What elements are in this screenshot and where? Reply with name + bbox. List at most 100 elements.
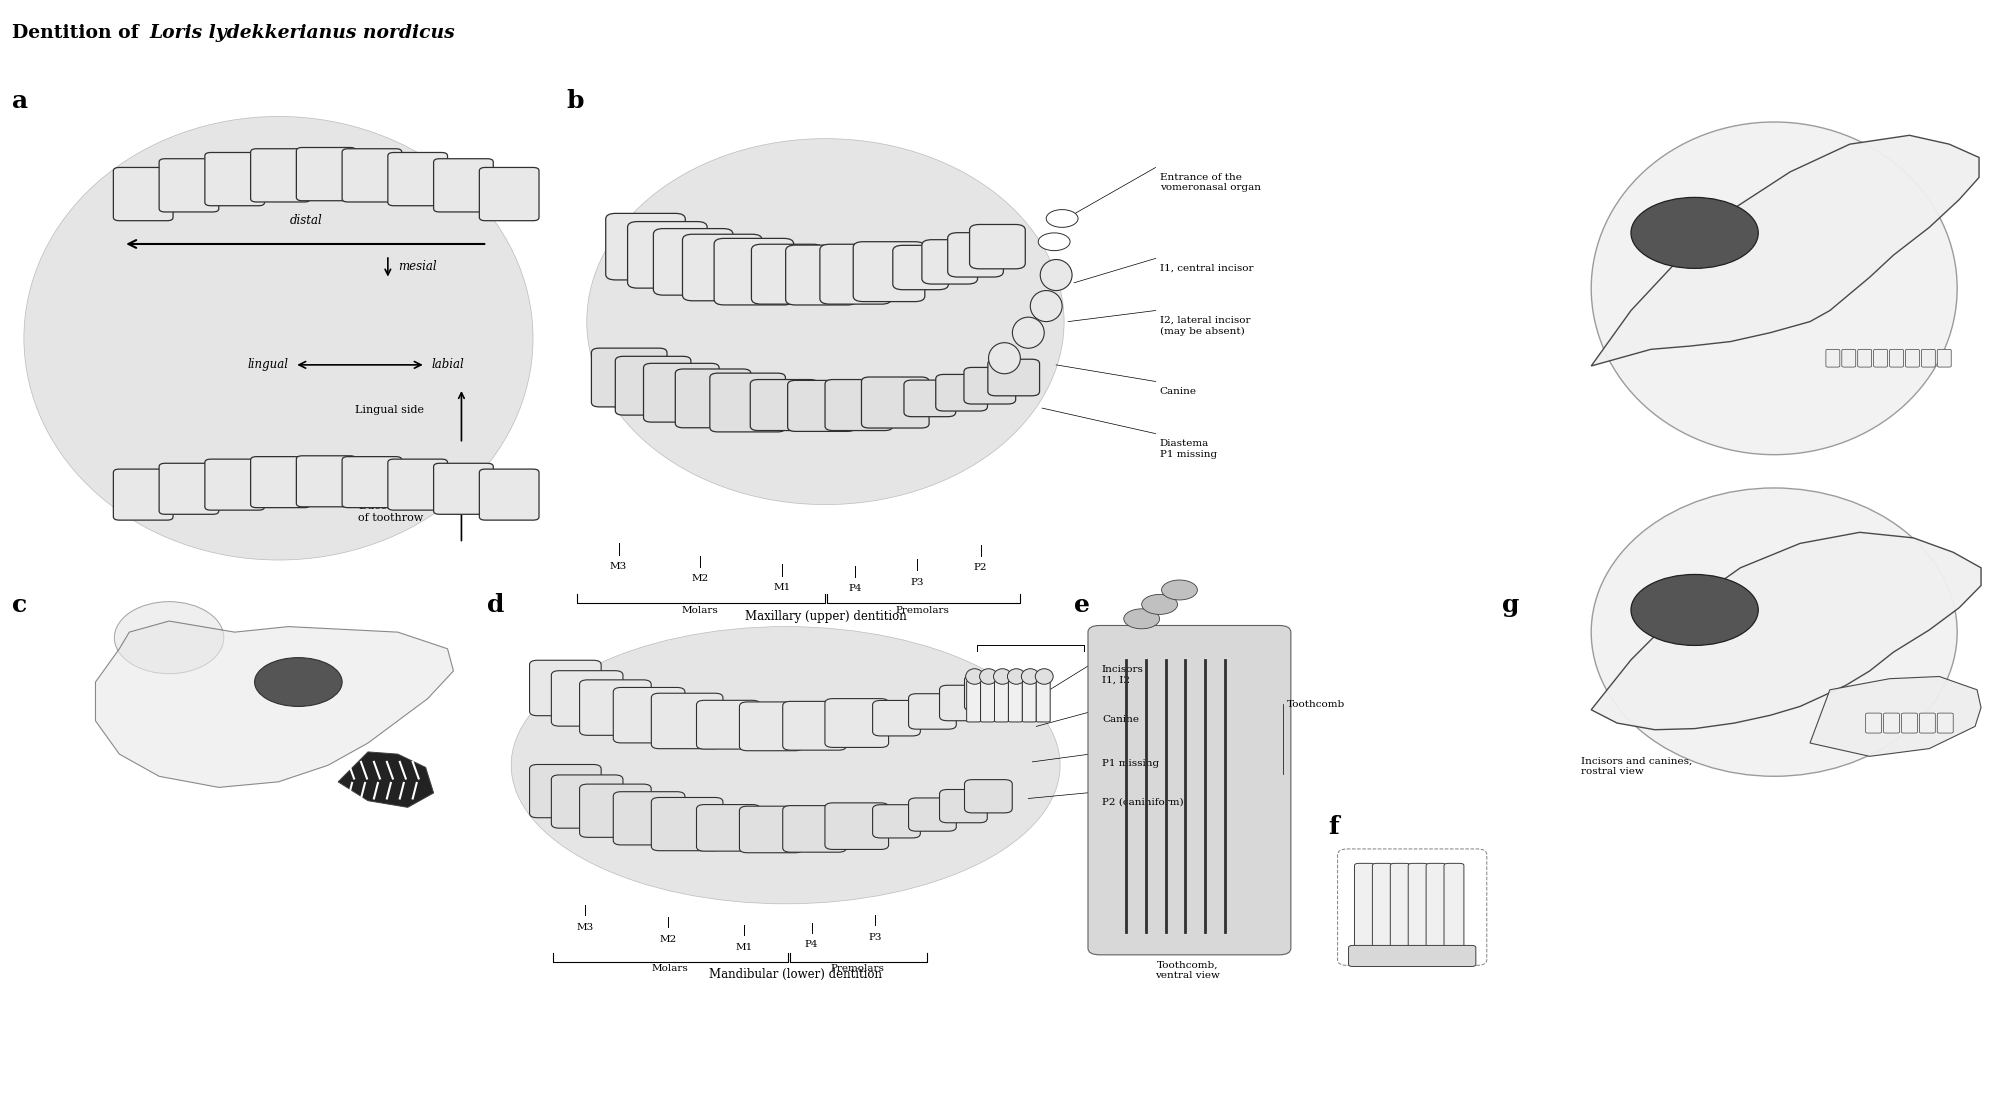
Ellipse shape [1006, 669, 1026, 684]
FancyBboxPatch shape [696, 804, 760, 851]
FancyBboxPatch shape [479, 469, 539, 520]
Ellipse shape [1591, 122, 1957, 455]
FancyBboxPatch shape [551, 775, 623, 828]
FancyBboxPatch shape [342, 149, 402, 202]
FancyBboxPatch shape [903, 380, 955, 417]
FancyBboxPatch shape [676, 369, 752, 428]
Text: P1 missing: P1 missing [1102, 759, 1160, 767]
Text: Incisors and canines,
rostral view: Incisors and canines, rostral view [1581, 756, 1693, 775]
Circle shape [1124, 609, 1160, 629]
FancyBboxPatch shape [1884, 713, 1899, 733]
FancyBboxPatch shape [1890, 349, 1903, 367]
Text: P2: P2 [975, 563, 987, 572]
FancyBboxPatch shape [296, 147, 356, 201]
FancyBboxPatch shape [1866, 713, 1882, 733]
FancyBboxPatch shape [551, 671, 623, 726]
Text: P3: P3 [911, 578, 923, 587]
FancyBboxPatch shape [909, 798, 957, 832]
FancyBboxPatch shape [1355, 864, 1374, 950]
Polygon shape [1591, 532, 1981, 730]
Text: f: f [1329, 815, 1339, 840]
Ellipse shape [965, 669, 983, 684]
Text: P4: P4 [849, 584, 861, 593]
FancyBboxPatch shape [1444, 864, 1464, 950]
FancyBboxPatch shape [251, 457, 310, 508]
Polygon shape [1591, 135, 1979, 366]
Text: d: d [487, 593, 505, 618]
FancyBboxPatch shape [1937, 713, 1953, 733]
Polygon shape [338, 752, 434, 807]
FancyBboxPatch shape [529, 660, 601, 715]
Text: Premolars: Premolars [895, 606, 951, 614]
FancyBboxPatch shape [205, 152, 265, 206]
FancyBboxPatch shape [784, 805, 847, 852]
Ellipse shape [1022, 669, 1038, 684]
Text: Maxillary (upper) dentition: Maxillary (upper) dentition [744, 610, 907, 623]
Text: a: a [12, 89, 28, 113]
Circle shape [1038, 233, 1070, 251]
Text: Dentition of: Dentition of [12, 24, 145, 42]
Text: b: b [567, 89, 585, 113]
FancyBboxPatch shape [921, 240, 977, 284]
FancyBboxPatch shape [629, 222, 708, 288]
FancyBboxPatch shape [654, 228, 734, 295]
FancyBboxPatch shape [1858, 349, 1872, 367]
Circle shape [1162, 580, 1197, 600]
Text: lingual: lingual [247, 358, 288, 372]
Text: Buccal side
of toothrow: Buccal side of toothrow [358, 501, 424, 522]
Text: g: g [1502, 593, 1520, 618]
FancyBboxPatch shape [613, 792, 684, 845]
FancyBboxPatch shape [939, 685, 987, 721]
FancyBboxPatch shape [967, 681, 981, 722]
FancyBboxPatch shape [989, 359, 1040, 396]
Ellipse shape [1012, 317, 1044, 348]
FancyBboxPatch shape [750, 379, 817, 430]
FancyBboxPatch shape [825, 803, 889, 849]
FancyBboxPatch shape [251, 149, 310, 202]
FancyBboxPatch shape [710, 373, 786, 431]
FancyBboxPatch shape [579, 784, 650, 837]
FancyBboxPatch shape [939, 790, 987, 823]
Circle shape [1631, 574, 1758, 645]
FancyBboxPatch shape [1842, 349, 1856, 367]
Text: M2: M2 [692, 574, 708, 583]
FancyBboxPatch shape [1426, 864, 1446, 950]
Ellipse shape [1036, 669, 1054, 684]
FancyBboxPatch shape [819, 244, 891, 304]
FancyBboxPatch shape [994, 681, 1008, 722]
Circle shape [1631, 197, 1758, 268]
Text: M2: M2 [660, 935, 676, 944]
Text: Molars: Molars [652, 964, 688, 973]
FancyBboxPatch shape [434, 159, 493, 212]
FancyBboxPatch shape [650, 693, 722, 749]
Text: P2 (caniniform): P2 (caniniform) [1102, 797, 1183, 806]
FancyBboxPatch shape [981, 681, 994, 722]
FancyBboxPatch shape [434, 464, 493, 515]
FancyBboxPatch shape [205, 459, 265, 510]
Ellipse shape [115, 601, 225, 674]
Text: Diastema
P1 missing: Diastema P1 missing [1160, 439, 1217, 458]
FancyBboxPatch shape [1408, 864, 1428, 950]
FancyBboxPatch shape [825, 699, 889, 747]
Text: P3: P3 [869, 933, 881, 942]
FancyBboxPatch shape [1874, 349, 1888, 367]
FancyBboxPatch shape [650, 797, 722, 851]
Text: Toothcomb,
ventral view: Toothcomb, ventral view [1156, 960, 1219, 979]
Ellipse shape [24, 116, 533, 560]
FancyBboxPatch shape [479, 167, 539, 221]
Text: I2, lateral incisor
(may be absent): I2, lateral incisor (may be absent) [1160, 316, 1251, 336]
FancyBboxPatch shape [1349, 945, 1476, 966]
FancyBboxPatch shape [784, 701, 847, 750]
Ellipse shape [993, 669, 1010, 684]
FancyBboxPatch shape [591, 348, 666, 407]
FancyBboxPatch shape [607, 213, 686, 279]
FancyBboxPatch shape [388, 152, 448, 206]
Polygon shape [95, 621, 453, 787]
Text: I1, central incisor: I1, central incisor [1160, 264, 1253, 273]
FancyBboxPatch shape [159, 464, 219, 515]
FancyBboxPatch shape [873, 701, 921, 736]
FancyBboxPatch shape [893, 245, 949, 289]
FancyBboxPatch shape [1088, 625, 1291, 955]
FancyBboxPatch shape [965, 780, 1012, 813]
Text: Canine: Canine [1160, 387, 1197, 396]
